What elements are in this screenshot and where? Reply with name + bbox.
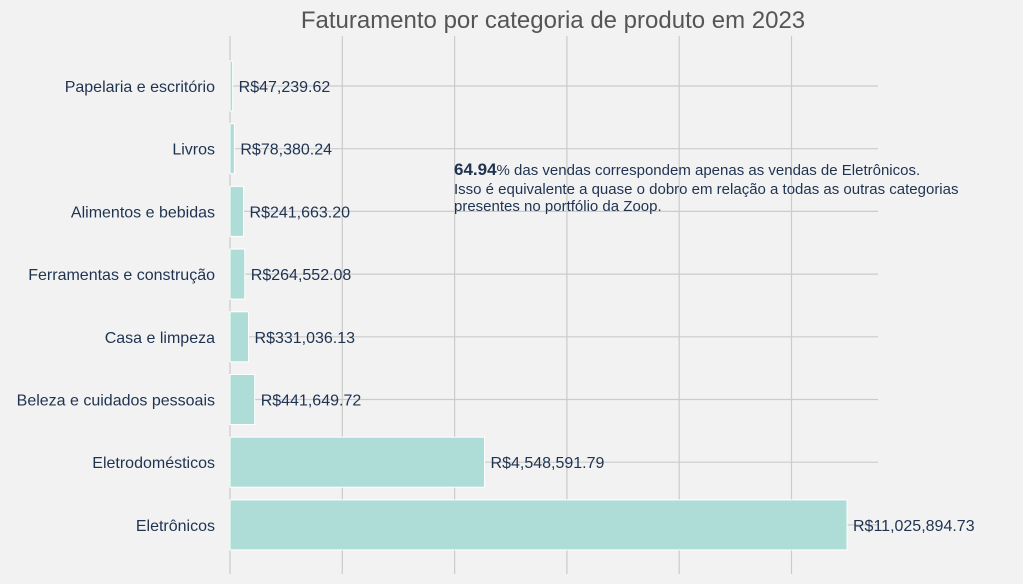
value-label: R$11,025,894.73 — [853, 518, 975, 535]
bar — [229, 499, 848, 551]
bar — [229, 436, 486, 488]
bar — [229, 60, 234, 112]
annotation-line-2: Isso é equivalente a quase o dobro em re… — [454, 181, 959, 198]
value-label: R$441,649.72 — [261, 393, 362, 410]
value-labels: R$47,239.62 R$78,380.24 R$241,663.20 R$264,… — [239, 79, 975, 535]
bar — [229, 311, 250, 363]
value-label: R$4,548,591.79 — [491, 455, 605, 472]
bars — [229, 60, 848, 551]
value-label: R$78,380.24 — [240, 142, 332, 159]
value-label: R$264,552.08 — [251, 267, 352, 284]
bar — [229, 374, 256, 425]
category-label: Papelaria e escritório — [65, 79, 215, 96]
annotation-line-3: presentes no portfólio da Zoop. — [454, 198, 662, 215]
category-labels: Papelaria e escritório Livros Alimentos e … — [17, 79, 215, 535]
category-label: Eletrônicos — [136, 518, 215, 535]
value-label: R$331,036.13 — [255, 330, 356, 347]
bar — [229, 248, 246, 300]
category-label: Alimentos e bebidas — [71, 204, 215, 221]
category-label: Livros — [172, 142, 215, 159]
category-label: Beleza e cuidados pessoais — [17, 393, 215, 410]
category-label: Casa e limpeza — [105, 330, 215, 347]
value-label: R$241,663.20 — [250, 204, 351, 221]
chart-title: Faturamento por categoria de produto em … — [301, 7, 805, 34]
annotation-highlight: 64.94 — [454, 160, 497, 179]
bar — [229, 123, 235, 175]
grid — [229, 36, 878, 574]
annotation: 64.94% das vendas correspondem apenas as… — [454, 160, 959, 215]
category-label: Ferramentas e construção — [28, 267, 215, 284]
bar — [229, 185, 245, 237]
annotation-line-1-text: % das vendas correspondem apenas as vend… — [497, 162, 921, 179]
annotation-line-1: 64.94% das vendas correspondem apenas as… — [454, 160, 920, 179]
category-label: Eletrodomésticos — [92, 455, 215, 472]
value-label: R$47,239.62 — [239, 79, 331, 96]
